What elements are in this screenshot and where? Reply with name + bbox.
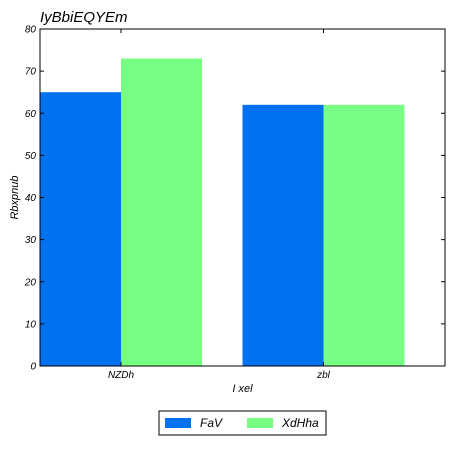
bars-group [40, 58, 405, 367]
bar-FaV-zbl [242, 104, 324, 366]
y-tick-label: 70 [25, 67, 37, 78]
plot-frame [39, 28, 446, 367]
bar-XdHha-zbl [323, 104, 405, 366]
y-tick-label: 10 [25, 319, 37, 330]
y-axis-label: Rbxpnub [9, 175, 21, 219]
y-tick-label: 50 [25, 151, 37, 162]
y-tick-label: 60 [25, 109, 37, 120]
y-tick-label: 20 [24, 277, 37, 288]
x-axis-label: I xel [232, 383, 253, 395]
x-tick-label: zbl [316, 370, 331, 381]
x-tick-label: NZDh [108, 370, 135, 381]
legend-swatch-XdHha [247, 418, 273, 428]
legend-label-XdHha: XdHha [281, 416, 319, 430]
y-tick-label: 30 [25, 235, 37, 246]
legend: FaV XdHha [158, 410, 327, 436]
chart-title: IyBbiEQYEm [40, 9, 128, 26]
bar-XdHha-NZDh [121, 58, 202, 367]
y-axis-ticks: 0 10 20 30 40 50 60 70 80 [24, 25, 445, 373]
bar-FaV-NZDh [40, 92, 121, 366]
legend-label-FaV: FaV [200, 416, 223, 430]
y-tick-label: 40 [25, 193, 37, 204]
x-axis-ticks: NZDh zbl [108, 29, 331, 381]
legend-swatch-FaV [165, 418, 191, 428]
y-tick-label: 0 [30, 362, 36, 373]
y-tick-label: 80 [25, 25, 37, 36]
